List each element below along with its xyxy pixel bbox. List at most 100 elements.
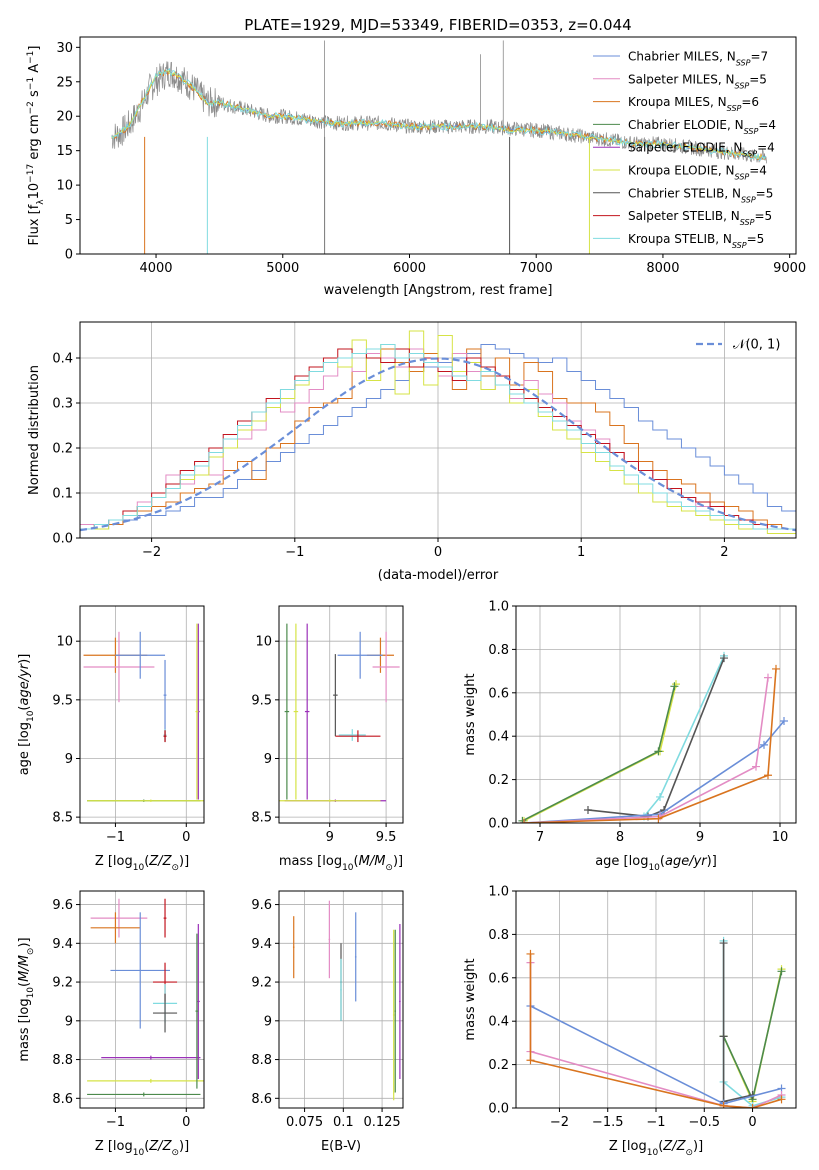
weight-point xyxy=(656,792,664,801)
x-tick-label: 0 xyxy=(182,830,190,845)
label-part: λ xyxy=(36,199,46,205)
x-axis-label: wavelength [Angstrom, rest frame] xyxy=(324,283,553,298)
legend-label-count: =5 xyxy=(754,209,772,223)
y-tick-label: 0.2 xyxy=(52,442,73,457)
label-part: ] xyxy=(27,46,42,51)
label-part: mass [log xyxy=(279,854,342,869)
x-tick-label: −1.5 xyxy=(592,1115,624,1130)
label-part: )] xyxy=(393,854,403,869)
legend-label: Salpeter STELIB, NSSP=5 xyxy=(628,209,772,227)
y-tick-label: 0.8 xyxy=(488,928,509,943)
legend-label-name: Chabrier MILES, N xyxy=(628,50,736,64)
legend-label-count: =4 xyxy=(749,164,767,178)
label-part: 10 xyxy=(647,1148,659,1158)
legend-label-sub: SSP xyxy=(727,104,742,113)
label-part: )] xyxy=(179,1139,189,1154)
y-tick-label: 10 xyxy=(56,179,73,194)
y-tick-label: 0.3 xyxy=(52,397,73,412)
legend-label-count: =5 xyxy=(749,72,767,86)
weight-point xyxy=(719,1032,728,1041)
x-tick-label: −0.5 xyxy=(688,1115,720,1130)
x-tick-label: −1 xyxy=(646,1115,665,1130)
y-axis-label: mass weight xyxy=(463,958,478,1040)
legend-label: Salpeter ELODIE, NSSP=4 xyxy=(628,141,775,159)
label-part: )] xyxy=(179,854,189,869)
legend-label-name: Salpeter MILES, N xyxy=(628,72,735,86)
label-part: erg cm xyxy=(27,114,42,163)
weight-point xyxy=(518,816,527,823)
x-tick-label: 8000 xyxy=(646,261,679,276)
x-tick-label: 0.075 xyxy=(286,1115,323,1130)
y-tick-label: 25 xyxy=(56,75,73,90)
label-part: age/yr xyxy=(665,854,708,869)
y-tick-label: 1.0 xyxy=(488,600,509,615)
label-part: Z/Z xyxy=(148,854,172,869)
x-tick-label: 9.5 xyxy=(376,830,397,845)
label-part: Flux [f xyxy=(27,204,42,245)
y-tick-label: 10 xyxy=(56,635,73,650)
label-part: 10 xyxy=(133,863,145,873)
label-part: 10 xyxy=(133,1148,145,1158)
label-part: s xyxy=(27,90,42,101)
y-tick-label: 9.4 xyxy=(52,937,73,952)
x-tick-label: 0 xyxy=(748,1115,756,1130)
plot-area xyxy=(279,623,400,802)
axes-frame xyxy=(79,321,797,539)
label-part: )] xyxy=(707,854,717,869)
legend-label-sub: SSP xyxy=(742,149,757,158)
weight-point xyxy=(780,717,788,726)
y-tick-label: 9.6 xyxy=(251,898,272,913)
label-part: mass [log xyxy=(17,998,32,1061)
y-tick-label: 9.5 xyxy=(251,693,272,708)
legend-label-name: Chabrier ELODIE, N xyxy=(628,118,744,132)
x-tick-label: −1 xyxy=(106,1115,125,1130)
histogram-series xyxy=(80,344,796,538)
histogram-panel: −2 −1 0 1 2 0.0 0.1 0.2 0.3 0.4 𝒩(0, 1) (data-model… xyxy=(27,321,797,583)
axes-frame xyxy=(79,890,205,1109)
axes-frame xyxy=(79,605,205,824)
y-tick-label: 9 xyxy=(264,1014,272,1029)
label-part: )] xyxy=(17,654,32,664)
y-tick-label: 0.0 xyxy=(488,1102,509,1117)
weight-point xyxy=(520,819,528,823)
y-tick-label: 0 xyxy=(65,248,73,263)
label-part: )] xyxy=(693,1139,703,1154)
y-tick-label: 0.4 xyxy=(488,1015,509,1030)
label-part: −1 xyxy=(26,51,36,64)
y-tick-label: 0.6 xyxy=(488,971,509,986)
weight-point xyxy=(719,939,728,948)
label-part: age/yr xyxy=(17,662,32,705)
plot-area xyxy=(518,651,788,823)
plot-area xyxy=(526,936,786,1108)
y-tick-label: 9.6 xyxy=(52,898,73,913)
weight-line xyxy=(587,657,725,818)
plot-area xyxy=(111,40,767,254)
legend-label-sub: SSP xyxy=(735,81,750,90)
y-tick-label: 1.0 xyxy=(488,885,509,900)
y-tick-label: 8.5 xyxy=(251,811,272,826)
x-tick-label: −1 xyxy=(106,830,125,845)
legend-label-sub: SSP xyxy=(735,172,750,181)
label-part: ⊙ xyxy=(385,863,393,873)
y-axis-label: mass weight xyxy=(463,673,478,755)
weight-point xyxy=(720,654,728,663)
legend-label: Chabrier ELODIE, NSSP=4 xyxy=(628,118,776,136)
y-tick-label: 9.4 xyxy=(251,937,272,952)
x-tick-label: 7 xyxy=(536,830,544,845)
label-part: Z [log xyxy=(609,1139,647,1154)
x-tick-label: 6000 xyxy=(393,261,426,276)
label-part: )] xyxy=(17,937,32,947)
weight-point xyxy=(654,814,663,823)
y-tick-label: 20 xyxy=(56,110,73,125)
legend-label-count: =6 xyxy=(741,95,759,109)
legend-label-name: Salpeter STELIB, N xyxy=(628,209,740,223)
weight-point xyxy=(672,680,680,689)
axes-frame xyxy=(515,890,797,1109)
x-tick-label: 1 xyxy=(577,545,585,560)
y-tick-label: 8.8 xyxy=(251,1053,272,1068)
legend-label: 𝒩(0, 1) xyxy=(733,338,780,353)
y-tick-label: 10 xyxy=(255,635,272,650)
y-tick-label: 9 xyxy=(65,752,73,767)
legend-label: Chabrier MILES, NSSP=7 xyxy=(628,50,768,68)
weight-point xyxy=(748,1104,757,1108)
